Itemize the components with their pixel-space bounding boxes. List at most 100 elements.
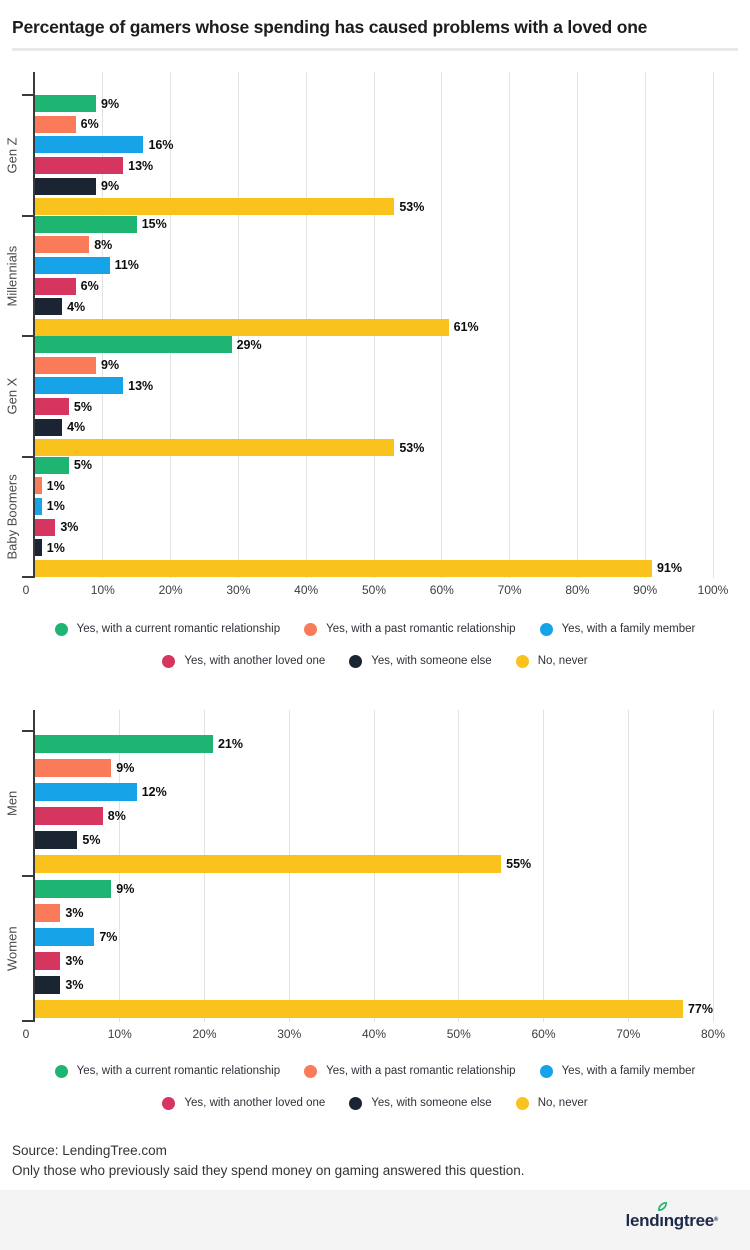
axis-tick bbox=[22, 94, 33, 96]
bar-row: 5% bbox=[35, 830, 713, 849]
bar bbox=[35, 975, 61, 994]
legend-dot bbox=[515, 1096, 529, 1110]
bar-row: 8% bbox=[35, 236, 713, 254]
bar-value-label: 6% bbox=[80, 279, 99, 294]
legend-label: Yes, with another loved one bbox=[184, 1097, 326, 1109]
category-men: Men 21% 9% 12% 8% 5% 55% bbox=[5, 731, 713, 876]
x-tick-label: 50% bbox=[446, 1027, 471, 1041]
legend-dot bbox=[304, 1064, 318, 1078]
bar bbox=[35, 477, 42, 495]
gridline bbox=[627, 710, 629, 1022]
bar bbox=[35, 879, 112, 898]
bar-row: 6% bbox=[35, 277, 713, 295]
bar-row: 9% bbox=[35, 95, 713, 113]
bar-row: 53% bbox=[35, 439, 713, 457]
bar-value-label: 1% bbox=[46, 478, 65, 493]
legend-dot bbox=[54, 622, 68, 636]
x-tick-label: 70% bbox=[497, 583, 522, 597]
bar bbox=[35, 734, 213, 753]
x-tick-label: 20% bbox=[158, 583, 183, 597]
bar-row: 1% bbox=[35, 539, 713, 557]
gridline bbox=[644, 72, 646, 578]
legend-row: Yes, with a current romantic relationshi… bbox=[0, 1063, 750, 1079]
legend-label: Yes, with a past romantic relationship bbox=[326, 623, 516, 635]
bars-group: 9% 6% 16% 13% 9% 53% bbox=[35, 95, 713, 216]
bar-value-label: 6% bbox=[80, 117, 99, 132]
bar bbox=[35, 559, 652, 577]
bar-row: 5% bbox=[35, 398, 713, 416]
x-tick-label: 0 bbox=[22, 583, 30, 597]
bar-value-label: 7% bbox=[99, 929, 118, 944]
gridline bbox=[576, 72, 578, 578]
legend-item: Yes, with a past romantic relationship bbox=[304, 622, 516, 636]
legend-item: Yes, with a family member bbox=[539, 1064, 695, 1078]
legend-dot bbox=[304, 622, 318, 636]
bar-row: 3% bbox=[35, 951, 713, 970]
gender-x-axis: 0 10% 20% 30% 40% 50% 60% 70% 80% bbox=[23, 1025, 725, 1045]
generations-legend: Yes, with a current romantic relationshi… bbox=[0, 621, 750, 669]
bar bbox=[35, 830, 78, 849]
bar bbox=[35, 115, 76, 133]
x-tick-label: 30% bbox=[277, 1027, 302, 1041]
legend-dot bbox=[162, 1096, 176, 1110]
gridline bbox=[509, 72, 511, 578]
legend-row: Yes, with another loved one Yes, with som… bbox=[0, 1095, 750, 1111]
bar-row: 61% bbox=[35, 318, 713, 336]
gender-chart: Men 21% 9% 12% 8% 5% 55% Women 9% 3% 7% 3% 3% 77% 0 10… bbox=[0, 710, 750, 1111]
bar bbox=[35, 356, 97, 374]
axis-tick bbox=[22, 576, 33, 578]
x-tick-label: 60% bbox=[531, 1027, 556, 1041]
legend-dot bbox=[349, 654, 363, 668]
bar bbox=[35, 497, 42, 515]
x-tick-label: 20% bbox=[192, 1027, 217, 1041]
category-label: Baby Boomers bbox=[4, 474, 20, 560]
bar bbox=[35, 377, 124, 395]
bar-row: 6% bbox=[35, 115, 713, 133]
x-tick-label: 60% bbox=[429, 583, 454, 597]
gridline bbox=[712, 72, 714, 578]
legend-item: Yes, with a current romantic relationshi… bbox=[54, 1064, 280, 1078]
category-millennials: Millennials 15% 8% 11% 6% 4% 61% bbox=[5, 215, 713, 337]
bar-value-label: 3% bbox=[60, 520, 79, 535]
bar bbox=[35, 854, 502, 873]
bar-value-label: 53% bbox=[399, 440, 425, 455]
bar-row: 13% bbox=[35, 157, 713, 175]
bar-row: 29% bbox=[35, 336, 713, 354]
bar bbox=[35, 277, 76, 295]
bar-row: 9% bbox=[35, 879, 713, 898]
bar bbox=[35, 539, 42, 557]
bar-row: 91% bbox=[35, 559, 713, 577]
axis-tick bbox=[22, 730, 33, 732]
bar bbox=[35, 157, 124, 175]
bar-row: 3% bbox=[35, 903, 713, 922]
bar-row: 11% bbox=[35, 256, 713, 274]
bar-value-label: 61% bbox=[453, 320, 479, 335]
bar-value-label: 29% bbox=[236, 337, 262, 352]
page-title: Percentage of gamers whose spending has … bbox=[12, 17, 648, 37]
legend-dot bbox=[515, 654, 529, 668]
bar-row: 53% bbox=[35, 198, 713, 216]
bar bbox=[35, 782, 137, 801]
axis-tick bbox=[22, 875, 33, 877]
category-label: Millennials bbox=[4, 245, 20, 307]
bar-value-label: 1% bbox=[46, 499, 65, 514]
bar-row: 3% bbox=[35, 518, 713, 536]
y-axis-line bbox=[33, 72, 35, 578]
generations-x-axis: 0 10% 20% 30% 40% 50% 60% 70% 80% 90% 100% bbox=[23, 581, 729, 601]
x-tick-label: 10% bbox=[90, 583, 115, 597]
registered-mark: ® bbox=[713, 1216, 718, 1223]
x-tick-label: 0 bbox=[22, 1027, 30, 1041]
bar bbox=[35, 256, 110, 274]
bar bbox=[35, 95, 97, 113]
bar bbox=[35, 951, 61, 970]
legend-dot bbox=[539, 1064, 553, 1078]
source-block: Source: LendingTree.com Only those who p… bbox=[12, 1141, 738, 1181]
bar-row: 15% bbox=[35, 215, 713, 233]
bar-value-label: 16% bbox=[148, 137, 174, 152]
bar-row: 1% bbox=[35, 497, 713, 515]
legend-label: Yes, with another loved one bbox=[184, 655, 326, 667]
bar-row: 9% bbox=[35, 177, 713, 195]
bar-row: 7% bbox=[35, 927, 713, 946]
bar-row: 9% bbox=[35, 356, 713, 374]
